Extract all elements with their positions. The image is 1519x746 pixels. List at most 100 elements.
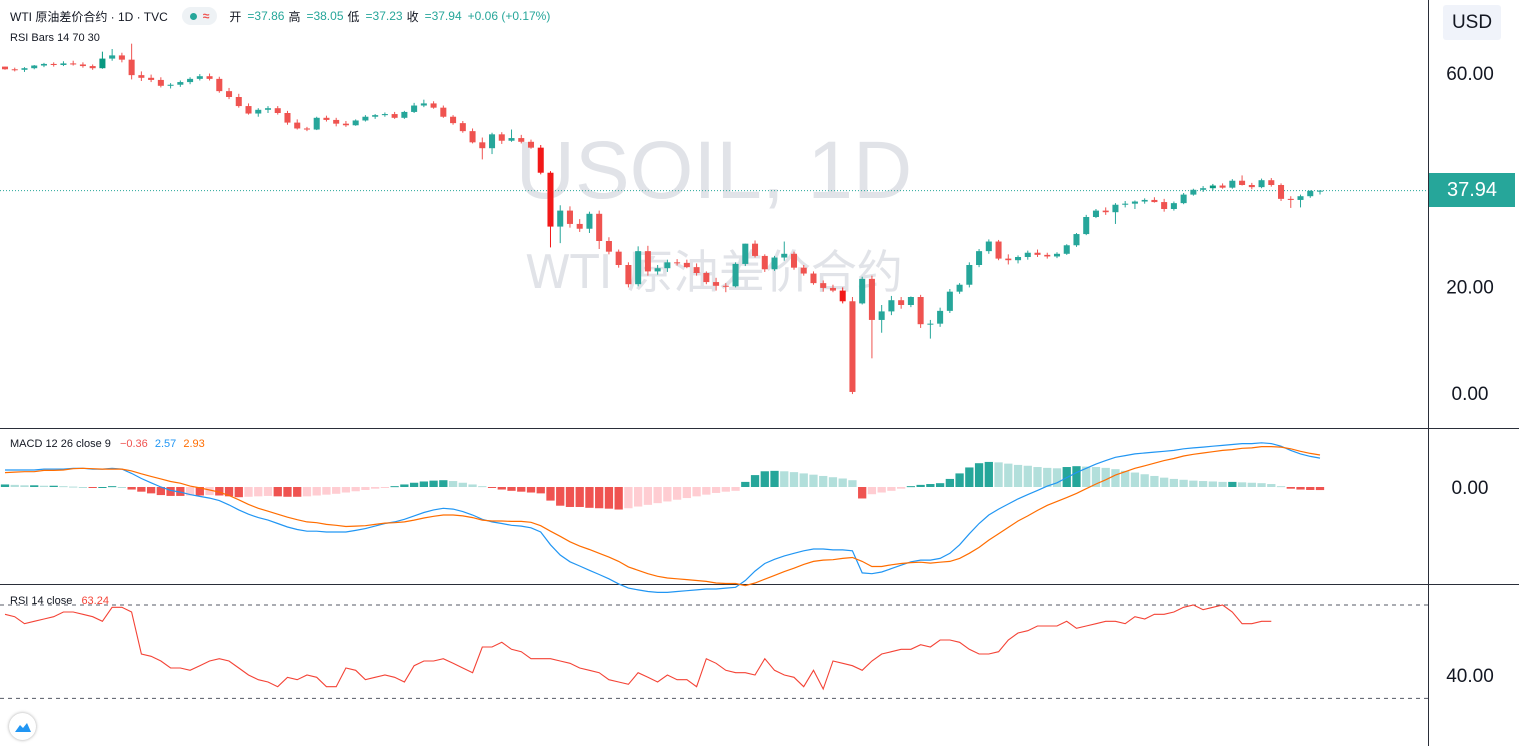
candle-body [829, 287, 836, 291]
candle-body [284, 113, 291, 123]
symbol-title[interactable]: WTI 原油差价合约 · 1D · TVC [10, 9, 168, 24]
macd-histogram-bar [1140, 474, 1149, 487]
candle-body [557, 210, 564, 227]
macd-histogram-bar [448, 481, 458, 487]
candle-body [946, 291, 953, 311]
macd-histogram-bar [789, 472, 799, 487]
candle-body [323, 117, 330, 120]
candle-body [527, 141, 535, 148]
candle-body [235, 97, 242, 107]
macd-histogram-bar [205, 487, 214, 496]
tradingview-logo-icon[interactable] [9, 713, 36, 740]
macd-histogram-bar [1189, 480, 1198, 487]
candle-body [99, 58, 106, 69]
candle-body [60, 63, 67, 65]
candle-body [1229, 180, 1236, 188]
macd-histogram-bar [604, 487, 614, 509]
macd-histogram-bar [108, 486, 117, 488]
candle-body [89, 66, 96, 69]
macd-histogram-bar [595, 487, 604, 509]
macd-histogram-bar [965, 467, 974, 487]
open-value: =37.86 [247, 9, 285, 23]
candle-body [1005, 258, 1012, 261]
candle-body [1, 66, 9, 70]
candle-body [255, 109, 262, 114]
close-label: 收 [406, 9, 419, 24]
macd-histogram-bar [137, 487, 146, 492]
rsi-legend[interactable]: RSI 14 close 63.24 [10, 595, 109, 607]
rsi-tick-label: 40.00 [1446, 666, 1494, 687]
candle-body [703, 273, 710, 283]
symbol-header: WTI 原油差价合约 · 1D · TVC ≈ 开 =37.86 高 =38.05 … [10, 7, 550, 25]
candle-body [118, 55, 125, 60]
macd-histogram-bar [1130, 472, 1140, 487]
candle-body [459, 123, 466, 132]
candle-body [966, 265, 973, 285]
candle-body [615, 251, 622, 265]
macd-histogram-bar [1315, 487, 1325, 491]
macd-histogram-bar [39, 485, 49, 487]
candle-body [820, 283, 827, 288]
candle-body [1161, 202, 1168, 209]
market-status-pill[interactable]: ≈ [181, 7, 218, 25]
macd-histogram-bar [380, 487, 390, 488]
macd-histogram-bar [1101, 467, 1110, 487]
macd-histogram-bar [88, 487, 97, 488]
candle-body [469, 131, 476, 143]
candle-body [1307, 190, 1314, 197]
candle-body [303, 128, 310, 130]
macd-histogram-bar [672, 487, 682, 500]
macd-histogram-bar [293, 487, 302, 497]
macd-histogram-bar [429, 480, 438, 487]
candle-body [1170, 203, 1177, 209]
candle-body [430, 103, 437, 108]
candle-body [644, 251, 651, 272]
macd-histogram-bar [1072, 466, 1081, 487]
macd-histogram-bar [809, 474, 818, 487]
candle-body [566, 210, 573, 224]
macd-histogram-bar [887, 487, 896, 491]
candle-body [148, 77, 155, 80]
candle-body [1278, 185, 1285, 199]
macd-histogram-bar [185, 487, 195, 496]
macd-histogram-bar [478, 486, 487, 488]
high-value: =38.05 [306, 9, 344, 23]
macd-histogram-bar [322, 487, 331, 495]
macd-histogram-bar [1043, 467, 1052, 487]
candle-body [674, 262, 681, 264]
macd-histogram-bar [828, 477, 838, 487]
macd-histogram-bar [536, 487, 545, 494]
macd-histogram-bar [634, 487, 643, 507]
macd-histogram-bar [283, 487, 292, 497]
macd-histogram-bar [371, 487, 380, 489]
candle-body [1258, 180, 1265, 188]
candle-body [1053, 253, 1061, 257]
macd-histogram-bar [458, 482, 467, 487]
candle-body [537, 147, 544, 173]
currency-button[interactable]: USD [1443, 5, 1501, 40]
macd-histogram-bar [750, 475, 760, 487]
macd-histogram-bar [234, 487, 243, 498]
candle-body [274, 108, 281, 113]
candle-body [167, 84, 174, 86]
candle-body [683, 262, 690, 268]
macd-histogram-bar [419, 481, 428, 487]
macd-histogram-bar [935, 483, 945, 487]
candle-body [362, 116, 369, 121]
macd-signal-line [4, 446, 1321, 587]
watermark-name: WTI 原油差价合约 [525, 245, 903, 299]
rsi-bars-label[interactable]: RSI Bars 14 70 30 [10, 32, 100, 44]
macd-histogram-bar [1208, 481, 1217, 487]
candle-body [1200, 188, 1207, 190]
candle-body [1083, 217, 1090, 235]
candle-body [1034, 252, 1041, 255]
macd-histogram-bar [351, 487, 360, 492]
macd-histogram-bar [273, 487, 282, 497]
macd-legend[interactable]: MACD 12 26 close 9 −0.36 2.57 2.93 [10, 438, 205, 450]
candle-body [898, 300, 905, 305]
candle-body [177, 82, 184, 85]
candle-body [781, 253, 788, 258]
macd-tick-label: 0.00 [1452, 478, 1489, 499]
macd-histogram-bar [1296, 487, 1305, 490]
